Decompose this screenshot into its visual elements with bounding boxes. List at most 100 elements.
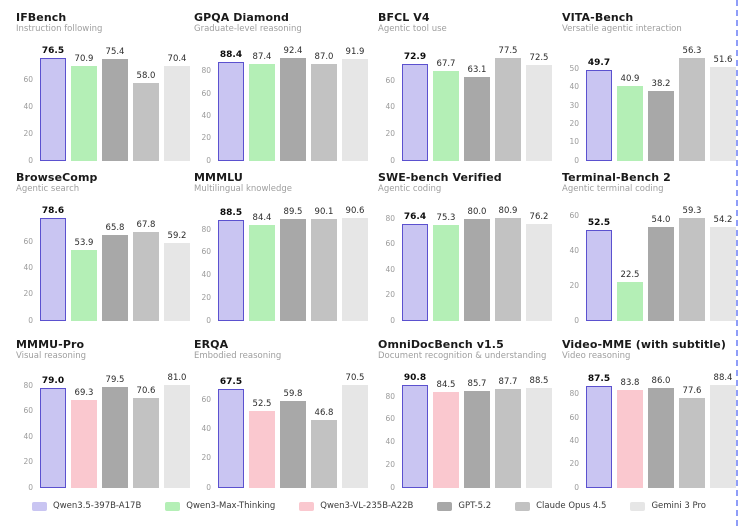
bar-value-label: 77.6 — [682, 385, 702, 396]
bar-claude-opus-4-5: 80.9 — [495, 206, 521, 321]
legend-item-claude-opus-4-5: Claude Opus 4.5 — [515, 501, 606, 511]
legend-item-qwen3-vl-235b-a22b: Qwen3-VL-235B-A22B — [299, 501, 413, 511]
bar-value-label: 70.4 — [167, 54, 187, 65]
legend-label: Qwen3-VL-235B-A22B — [320, 501, 414, 511]
chart-subtitle: Video reasoning — [562, 351, 631, 361]
chart-subtitle: Agentic search — [16, 184, 80, 194]
y-axis-tick-label: 40 — [201, 110, 211, 120]
bar-fill — [648, 387, 674, 488]
y-axis-tick-label: 60 — [385, 239, 395, 249]
bar-fill — [102, 59, 128, 161]
bar-fill — [102, 234, 128, 321]
chart-subtitle: Versatile agentic interaction — [562, 24, 682, 34]
bar-value-label: 70.9 — [74, 53, 94, 64]
plot-area: 0 20 40 60 67.5 52.5 59.8 46.8 70.5 — [194, 366, 378, 491]
y-axis-tick-label: 40 — [23, 101, 33, 111]
bar-fill — [710, 226, 736, 321]
bar-value-label: 83.8 — [620, 378, 640, 389]
bar-qwen3-vl-235b-a22b: 52.5 — [249, 399, 275, 488]
chart-mmmu-pro: MMMU-Pro Visual reasoning 0 20 40 60 80 79.0 69.… — [16, 335, 194, 502]
bar-claude-opus-4-5: 87.7 — [495, 377, 521, 488]
bar-fill — [586, 70, 612, 161]
bar-fill — [526, 387, 552, 488]
y-axis-tick-label: 20 — [385, 459, 395, 469]
y-axis-tick-label: 10 — [569, 137, 579, 147]
bars-row: 88.4 87.4 92.4 87.0 91.9 — [218, 46, 368, 161]
bar-fill — [586, 229, 612, 321]
bar-gpt-5-2: 75.4 — [102, 47, 128, 161]
bar-fill — [402, 385, 428, 488]
bar-fill — [617, 86, 643, 161]
bar-qwen3-max-thinking: 84.4 — [249, 213, 275, 321]
plot-area: 0 20 40 60 72.9 67.7 63.1 77.5 72.5 — [378, 39, 562, 164]
y-axis-tick-label: 20 — [569, 118, 579, 128]
bar-qwen3-max-thinking: 53.9 — [71, 238, 97, 321]
bar-fill — [164, 385, 190, 488]
legend-swatch-icon — [437, 501, 453, 511]
bar-claude-opus-4-5: 58.0 — [133, 71, 159, 161]
bar-value-label: 88.5 — [529, 375, 549, 386]
y-axis-tick-label: 40 — [569, 435, 579, 445]
plot-area: 0 20 40 60 76.5 70.9 75.4 58.0 70.4 — [16, 39, 194, 164]
bar-fill — [280, 219, 306, 321]
chart-subtitle: Agentic tool use — [378, 24, 447, 34]
plot-area: 0 20 40 60 80 88.4 87.4 92.4 87.0 91.9 — [194, 39, 378, 164]
bar-claude-opus-4-5: 46.8 — [311, 408, 337, 488]
bars-row: 52.5 22.5 54.0 59.3 54.2 — [586, 206, 736, 321]
bar-claude-opus-4-5: 77.5 — [495, 46, 521, 161]
bar-gpt-5-2: 79.5 — [102, 375, 128, 488]
bar-value-label: 79.0 — [41, 375, 65, 386]
bar-value-label: 88.5 — [219, 208, 243, 219]
y-axis-tick-label: 20 — [23, 289, 33, 299]
bar-fill — [586, 386, 612, 488]
bar-qwen3-max-thinking: 40.9 — [617, 74, 643, 161]
bar-value-label: 90.8 — [403, 373, 427, 383]
bars-row: 78.6 53.9 65.8 67.8 59.2 — [40, 206, 190, 321]
bar-value-label: 80.0 — [467, 207, 487, 218]
bar-fill — [133, 398, 159, 488]
y-axis-tick-label: 0 — [28, 482, 33, 492]
legend-label: Qwen3-Max-Thinking — [186, 501, 276, 511]
bar-fill — [402, 64, 428, 161]
bars-row: 90.8 84.5 85.7 87.7 88.5 — [402, 373, 552, 488]
y-axis-tick-label: 40 — [23, 431, 33, 441]
bar-value-label: 90.6 — [345, 206, 365, 216]
chart-bfcl-v4: BFCL V4 Agentic tool use 0 20 40 60 72.9 67.7 63… — [378, 8, 562, 168]
bar-value-label: 91.9 — [345, 46, 365, 57]
legend-label: Claude Opus 4.5 — [536, 501, 607, 511]
y-axis-tick-label: 0 — [206, 482, 211, 492]
bar-fill — [164, 66, 190, 161]
bar-fill — [218, 389, 244, 488]
bar-gemini-3-pro: 51.6 — [710, 55, 736, 161]
bar-gpt-5-2: 54.0 — [648, 215, 674, 321]
bar-qwen3-5-397b-a17b: 79.0 — [40, 376, 66, 488]
bar-value-label: 38.2 — [651, 79, 671, 90]
bar-gemini-3-pro: 90.6 — [342, 206, 368, 321]
bar-gpt-5-2: 85.7 — [464, 379, 490, 488]
bar-value-label: 65.8 — [105, 222, 125, 233]
bar-qwen3-max-thinking: 75.3 — [433, 213, 459, 321]
bar-qwen3-5-397b-a17b: 88.4 — [218, 50, 244, 161]
bar-gemini-3-pro: 70.5 — [342, 373, 368, 488]
bar-gemini-3-pro: 88.5 — [526, 376, 552, 488]
legend-item-qwen3-5-397b-a17b: Qwen3.5-397B-A17B — [32, 501, 141, 511]
bar-qwen3-max-thinking: 67.7 — [433, 59, 459, 161]
legend-label: Gemini 3 Pro — [651, 501, 706, 511]
bar-value-label: 56.3 — [682, 46, 702, 56]
bar-fill — [133, 232, 159, 321]
y-axis-tick-label: 80 — [201, 66, 211, 76]
bar-value-label: 67.8 — [136, 220, 156, 231]
bar-gemini-3-pro: 59.2 — [164, 231, 190, 321]
bar-value-label: 67.5 — [219, 377, 243, 388]
y-axis-tick-label: 0 — [206, 315, 211, 325]
chart-browsecomp: BrowseComp Agentic search 0 20 40 60 78.6 53.9 6… — [16, 168, 194, 335]
bar-value-label: 70.5 — [345, 373, 365, 383]
chart-terminal-bench-2: Terminal-Bench 2 Agentic terminal coding 0… — [562, 168, 738, 335]
bar-fill — [342, 58, 368, 161]
chart-subtitle: Visual reasoning — [16, 351, 86, 361]
bar-value-label: 78.6 — [41, 206, 65, 216]
bar-value-label: 76.2 — [529, 211, 549, 222]
bar-value-label: 58.0 — [136, 70, 156, 81]
y-axis-tick-label: 20 — [569, 459, 579, 469]
